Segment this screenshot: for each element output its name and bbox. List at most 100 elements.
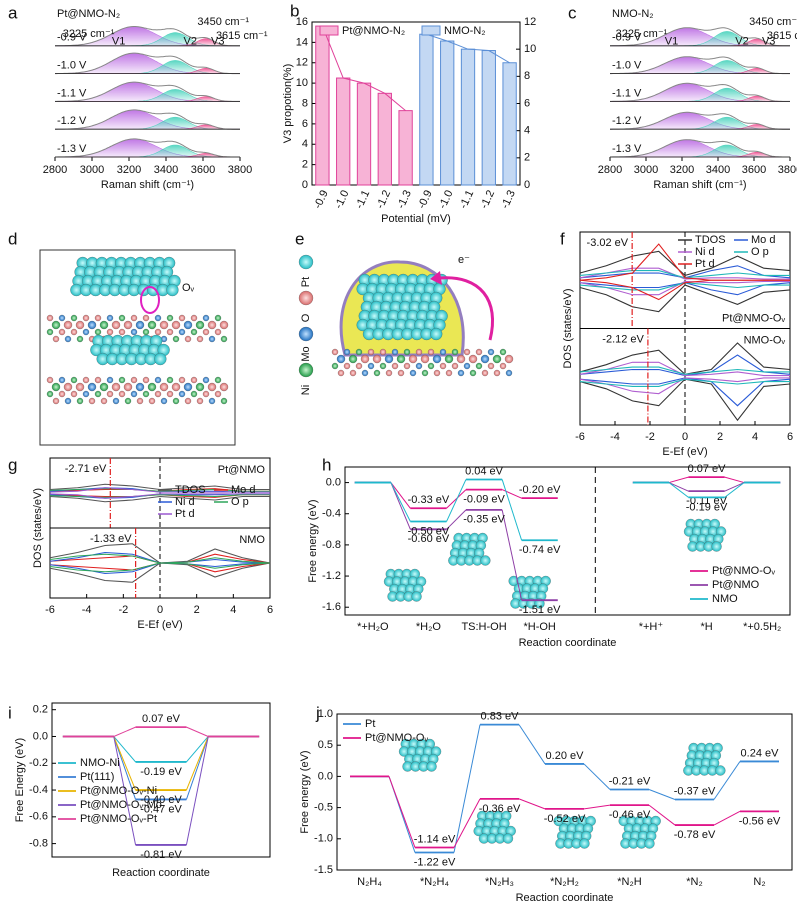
atom xyxy=(445,369,453,377)
atom xyxy=(76,335,84,343)
y-axis-label: Free Energy (eV) xyxy=(14,738,26,822)
plot-frame xyxy=(344,466,791,616)
legend-label: Mo d xyxy=(751,234,775,246)
legend-label: O p xyxy=(231,496,249,508)
atom xyxy=(106,390,114,398)
atom xyxy=(391,362,399,370)
y-tick-label: 2 xyxy=(302,159,308,171)
atom xyxy=(87,320,97,330)
atom xyxy=(427,362,435,370)
dos-curve xyxy=(579,280,790,296)
atom xyxy=(372,354,382,364)
atom xyxy=(148,397,156,405)
atom xyxy=(331,362,339,370)
atom xyxy=(58,314,66,322)
connector xyxy=(113,736,137,846)
subplot-label: Pt@NMO xyxy=(218,464,266,476)
atom xyxy=(214,376,222,384)
bar xyxy=(398,110,413,186)
atom xyxy=(52,335,60,343)
atom xyxy=(373,369,381,377)
legend-swatch xyxy=(319,25,339,36)
peak-label: 3450 cm⁻¹ xyxy=(749,16,797,28)
x-tick-label: 4 xyxy=(752,431,758,443)
atom xyxy=(505,369,513,377)
y-axis-label: DOS (states/eV) xyxy=(32,488,44,568)
atom xyxy=(468,354,478,364)
y-tick-label: 0 xyxy=(302,179,308,191)
legend-label: Pt@NMO-Oᵥ xyxy=(712,565,775,577)
atom xyxy=(331,348,339,356)
atom xyxy=(504,354,514,364)
atom xyxy=(343,362,351,370)
x-tick-label: N₂ xyxy=(753,876,765,888)
atom xyxy=(159,320,169,330)
atom xyxy=(190,328,198,336)
x-axis-label: Raman shift (cm⁻¹) xyxy=(101,179,194,191)
atom xyxy=(480,354,490,364)
atom xyxy=(99,382,109,392)
atom xyxy=(135,382,145,392)
atom xyxy=(124,397,132,405)
value-label: -1.14 eV xyxy=(414,833,456,845)
atom xyxy=(475,348,483,356)
legend-label: Pt@NMO-N₂ xyxy=(342,25,405,37)
x-tick-label: 3000 xyxy=(634,164,658,176)
atom xyxy=(298,326,314,342)
atom xyxy=(166,314,174,322)
dos-curve xyxy=(579,250,791,277)
atom xyxy=(147,320,157,330)
y2-tick-label: 8 xyxy=(524,70,530,82)
atom xyxy=(469,369,477,377)
x-tick-label: -2 xyxy=(118,604,128,616)
atom xyxy=(219,320,229,330)
atom xyxy=(202,376,210,384)
atom xyxy=(76,397,84,405)
y-tick-label: -1.0 xyxy=(314,833,333,845)
legend-label: Pt(111) xyxy=(80,771,114,783)
bar xyxy=(419,33,434,186)
atom xyxy=(99,320,109,330)
value-label: -0.50 eV xyxy=(408,525,450,537)
panel-letter: b xyxy=(290,1,299,20)
y-tick-label: 8 xyxy=(302,97,308,109)
connector xyxy=(501,479,523,541)
atom xyxy=(409,369,417,377)
value-label: -0.19 eV xyxy=(140,766,182,778)
x-axis-label: E-Ef (eV) xyxy=(137,619,182,631)
legend-label: Pt d xyxy=(695,258,715,270)
atom xyxy=(178,328,186,336)
value-label: -0.35 eV xyxy=(463,514,505,526)
y-axis-label: V3 propotion(%) xyxy=(282,64,294,144)
atom xyxy=(463,348,471,356)
atom xyxy=(190,376,198,384)
atom xyxy=(421,369,429,377)
atom xyxy=(384,354,394,364)
atom xyxy=(46,376,54,384)
atom xyxy=(432,354,442,364)
legend-label: NMO-Ni xyxy=(80,757,120,769)
d-band-label: -1.33 eV xyxy=(90,533,132,545)
legend-label: Mo d xyxy=(231,484,255,496)
value-label: -0.74 eV xyxy=(519,544,561,556)
x-tick-label: 2800 xyxy=(598,164,622,176)
connector xyxy=(185,736,209,800)
atom xyxy=(111,382,121,392)
legend-swatch xyxy=(421,25,441,36)
atom xyxy=(123,382,133,392)
atom xyxy=(396,354,406,364)
x-tick-label: 3200 xyxy=(670,164,694,176)
dos-curve xyxy=(579,284,791,313)
atom xyxy=(106,314,114,322)
x-tick-label: -4 xyxy=(82,604,92,616)
x-axis-label: E-Ef (eV) xyxy=(662,446,707,458)
connector xyxy=(583,804,611,810)
spectra-title: Pt@NMO-N₂ xyxy=(57,8,120,20)
component-label: V3 xyxy=(762,36,775,48)
element-label: Pt xyxy=(300,277,312,287)
dos-curve xyxy=(579,361,790,377)
x-tick-label: -1.0 xyxy=(437,188,456,210)
x-tick-label: -4 xyxy=(610,431,620,443)
atom xyxy=(154,314,162,322)
